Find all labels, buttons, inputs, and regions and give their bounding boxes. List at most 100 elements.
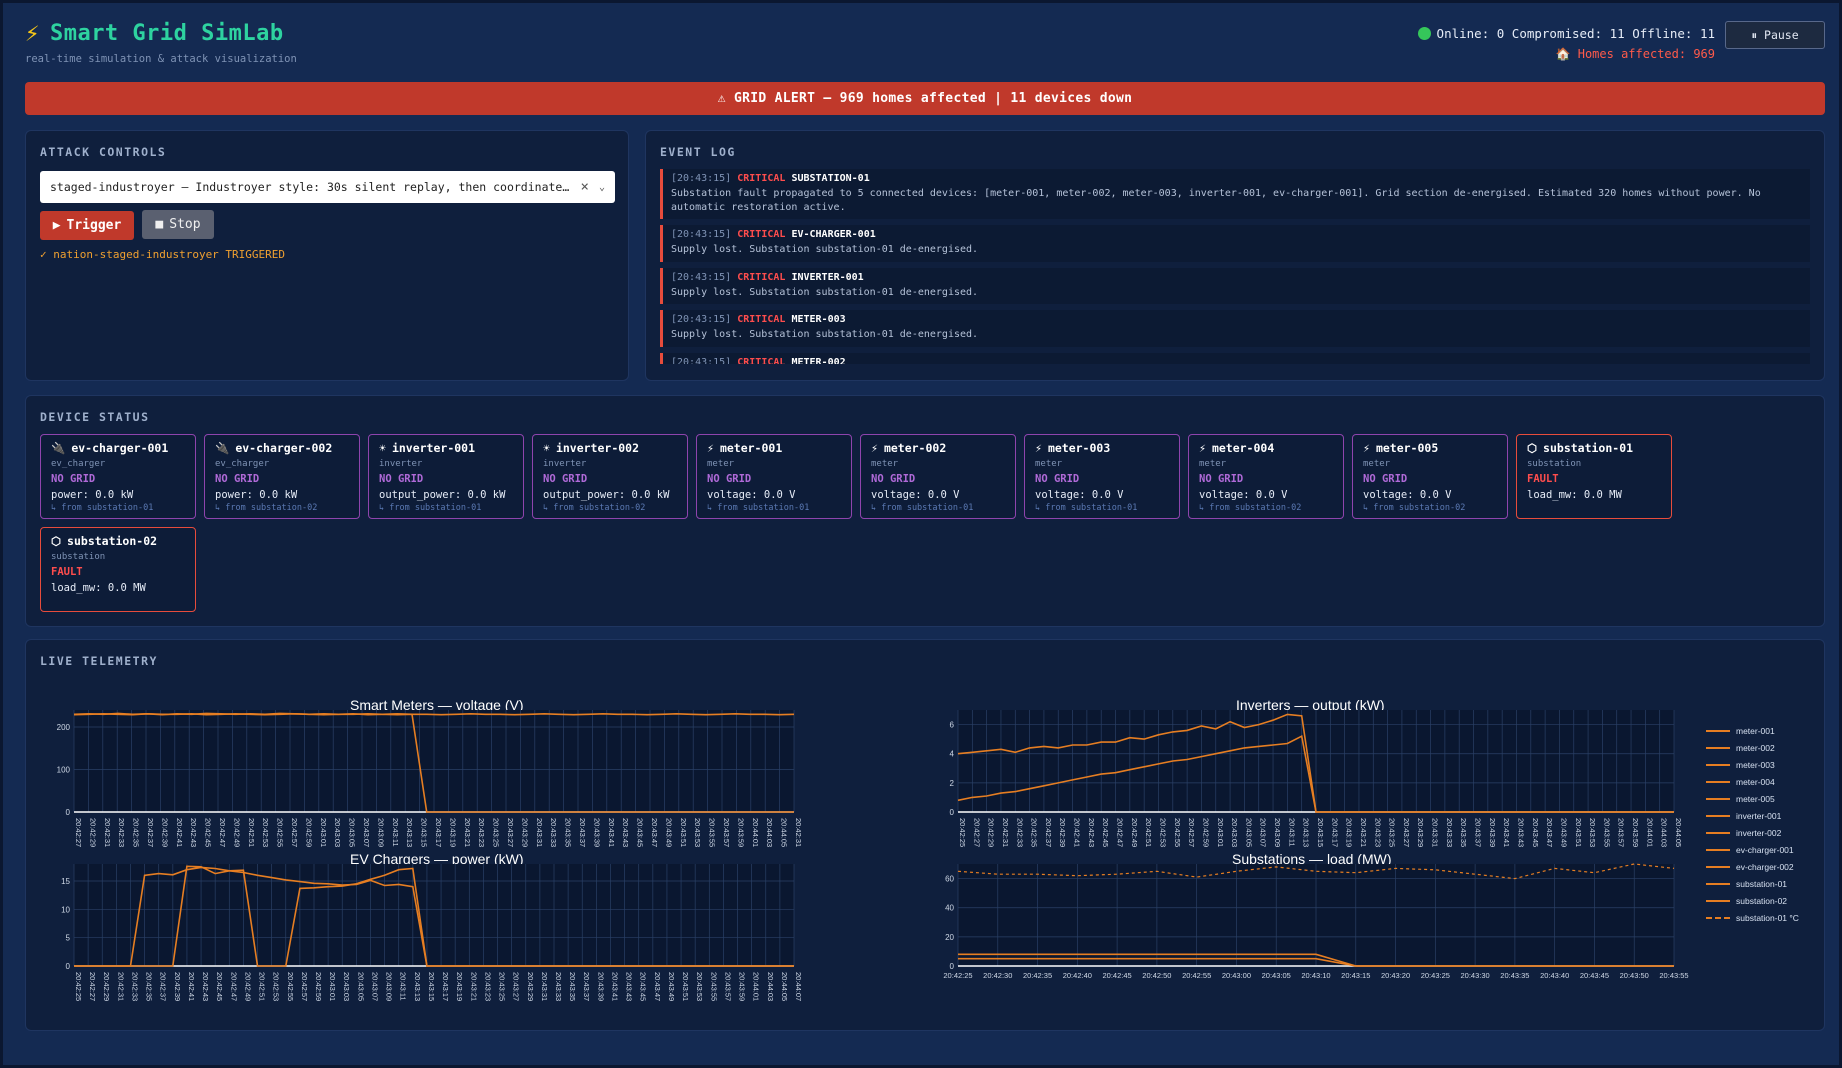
x-tick-label: 20:42:37 — [146, 818, 155, 847]
device-type: meter — [871, 459, 899, 469]
legend-label: inverter-001 — [1736, 810, 1782, 821]
legend-item[interactable]: inverter-002 — [1706, 824, 1816, 841]
device-card-inverter-001[interactable]: ☀ inverter-001 inverter NO GRID output_power… — [368, 434, 524, 519]
x-tick-label: 20:43:05 — [348, 818, 357, 847]
chart-title-substations: Substations — load (MW) — [1232, 851, 1392, 867]
x-tick-label: 20:43:37 — [582, 972, 591, 1001]
event-log-list[interactable]: [20:43:15] CRITICAL SUBSTATION-01 Substat… — [660, 169, 1810, 364]
x-tick-label: 20:44:03 — [1660, 818, 1669, 847]
device-card-meter-003[interactable]: ⚡ meter-003 meter NO GRID voltage: 0.0 V ↳ fr… — [1024, 434, 1180, 519]
device-type-icon: ⚡ — [871, 441, 878, 455]
device-card-ev-charger-002[interactable]: 🔌 ev-charger-002 ev_charger NO GRID power: 0… — [204, 434, 360, 519]
x-tick-label: 20:43:01 — [1216, 818, 1225, 847]
y-tick-label: 20 — [945, 933, 954, 942]
device-card-substation-01[interactable]: ⬡ substation-01 substation FAULT load_mw: 0.… — [1516, 434, 1672, 519]
attack-scenario-select[interactable]: staged-industroyer — Industroyer style: … — [40, 171, 615, 203]
legend-item[interactable]: meter-001 — [1706, 722, 1816, 739]
x-tick-label: 20:43:31 — [540, 972, 549, 1001]
live-telemetry-panel: LIVE TELEMETRY Smart Meters — voltage (V… — [25, 639, 1825, 1031]
legend-item[interactable]: meter-004 — [1706, 773, 1816, 790]
device-type: ev_charger — [51, 459, 106, 469]
legend-item[interactable]: meter-005 — [1706, 790, 1816, 807]
legend-label: ev-charger-001 — [1736, 844, 1794, 855]
y-tick-label: 0 — [66, 808, 71, 817]
chevron-down-icon[interactable]: ⌄ — [598, 181, 605, 193]
legend-item[interactable]: substation-01 — [1706, 875, 1816, 892]
device-card-ev-charger-001[interactable]: 🔌 ev-charger-001 ev_charger NO GRID power: 0… — [40, 434, 196, 519]
stop-button[interactable]: ■ Stop — [142, 210, 214, 239]
legend-item[interactable]: meter-003 — [1706, 756, 1816, 773]
device-type-icon: ⚡ — [707, 441, 714, 455]
x-tick-label: 20:43:10 — [1301, 971, 1330, 980]
x-tick-label: 20:43:43 — [621, 818, 630, 847]
legend-item[interactable]: substation-01 °C — [1706, 909, 1816, 926]
x-tick-label: 20:43:07 — [1259, 818, 1268, 847]
x-tick-label: 20:42:47 — [218, 818, 227, 847]
pause-button[interactable]: ⏸ Pause — [1725, 21, 1825, 49]
legend-item[interactable]: inverter-001 — [1706, 807, 1816, 824]
x-tick-label: 20:43:09 — [376, 818, 385, 847]
series-line-substation-02 — [958, 957, 1674, 967]
clear-icon[interactable]: × — [580, 179, 589, 195]
device-source: ↳ from substation-02 — [1199, 503, 1302, 513]
legend-label: substation-01 °C — [1736, 912, 1799, 923]
event-device: SUBSTATION-01 — [791, 173, 870, 184]
x-tick-label: 20:43:57 — [722, 818, 731, 847]
x-tick-label: 20:42:51 — [258, 972, 267, 1001]
x-tick-label: 20:43:05 — [1244, 818, 1253, 847]
device-card-meter-001[interactable]: ⚡ meter-001 meter NO GRID voltage: 0.0 V ↳ fr… — [696, 434, 852, 519]
x-tick-label: 20:43:01 — [319, 818, 328, 847]
event-log-entry: [20:43:15] CRITICAL SUBSTATION-01 Substat… — [660, 169, 1810, 219]
legend-label: inverter-002 — [1736, 827, 1782, 838]
x-tick-label: 20:42:41 — [175, 818, 184, 847]
device-type-icon: ⚡ — [1035, 441, 1042, 455]
device-card-substation-02[interactable]: ⬡ substation-02 substation FAULT load_mw: 0.… — [40, 527, 196, 612]
x-tick-label: 20:42:49 — [243, 972, 252, 1001]
chart-title-meters: Smart Meters — voltage (V) — [350, 697, 524, 713]
event-message: Substation fault propagated to 5 connect… — [671, 188, 1761, 213]
trigger-button[interactable]: ▶ Trigger — [40, 211, 134, 240]
x-tick-label: 20:43:23 — [477, 818, 486, 847]
x-tick-label: 20:42:33 — [1015, 818, 1024, 847]
x-tick-label: 20:42:51 — [1144, 818, 1153, 847]
x-tick-label: 20:42:31 — [103, 818, 112, 847]
legend-item[interactable]: substation-02 — [1706, 892, 1816, 909]
y-tick-label: 6 — [950, 721, 955, 730]
device-name-text: meter-001 — [719, 441, 783, 455]
legend-item[interactable]: meter-002 — [1706, 739, 1816, 756]
x-tick-label: 20:43:30 — [1461, 971, 1490, 980]
x-tick-label: 20:43:25 — [498, 972, 507, 1001]
x-tick-label: 20:42:31 — [794, 818, 803, 847]
device-metric: output_power: 0.0 kW — [543, 489, 670, 501]
event-severity: CRITICAL — [737, 271, 786, 283]
x-tick-label: 20:44:07 — [794, 972, 803, 1001]
legend-label: meter-001 — [1736, 725, 1775, 736]
event-time: [20:43:15] — [671, 229, 732, 240]
event-time: [20:43:15] — [671, 173, 732, 184]
event-device: METER-003 — [791, 314, 846, 325]
x-tick-label: 20:42:59 — [1201, 818, 1210, 847]
legend-swatch — [1706, 814, 1730, 817]
homes-affected-text: Homes affected: 969 — [1577, 47, 1715, 61]
y-tick-label: 15 — [61, 877, 70, 886]
x-tick-label: 20:42:27 — [972, 818, 981, 847]
x-tick-label: 20:43:41 — [1502, 818, 1511, 847]
attack-controls-title: ATTACK CONTROLS — [40, 145, 167, 159]
device-card-meter-002[interactable]: ⚡ meter-002 meter NO GRID voltage: 0.0 V ↳ fr… — [860, 434, 1016, 519]
device-type-icon: ⚡ — [1363, 441, 1370, 455]
series-line-meter-004 — [73, 712, 795, 716]
legend-item[interactable]: ev-charger-002 — [1706, 858, 1816, 875]
device-type: substation — [1527, 459, 1582, 469]
event-device: INVERTER-001 — [791, 271, 864, 283]
legend-item[interactable]: ev-charger-001 — [1706, 841, 1816, 858]
x-tick-label: 20:42:25 — [74, 972, 83, 1001]
stop-icon: ■ — [155, 217, 164, 232]
device-state-badge: NO GRID — [1199, 473, 1244, 485]
x-tick-label: 20:44:01 — [1645, 818, 1654, 847]
x-tick-label: 20:43:37 — [1474, 818, 1483, 847]
device-card-meter-004[interactable]: ⚡ meter-004 meter NO GRID voltage: 0.0 V ↳ fr… — [1188, 434, 1344, 519]
x-tick-label: 20:43:13 — [405, 818, 414, 847]
x-tick-label: 20:43:00 — [1222, 971, 1251, 980]
device-card-inverter-002[interactable]: ☀ inverter-002 inverter NO GRID output_power… — [532, 434, 688, 519]
device-card-meter-005[interactable]: ⚡ meter-005 meter NO GRID voltage: 0.0 V ↳ fr… — [1352, 434, 1508, 519]
